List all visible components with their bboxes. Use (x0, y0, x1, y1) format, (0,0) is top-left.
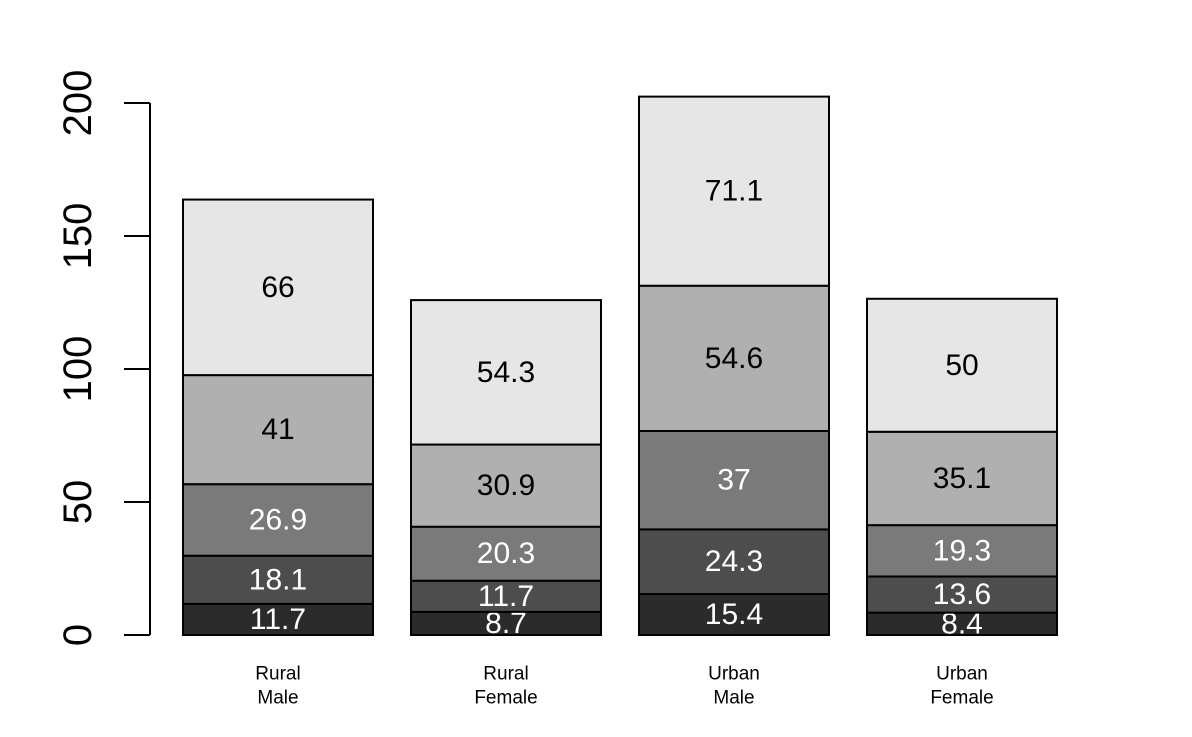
bar-segment (638, 429, 830, 531)
bar-stack: 11.7 18.1 26.9 41 66 (182, 198, 374, 636)
data-label: 30.9 (477, 469, 535, 502)
data-label: 11.7 (250, 603, 306, 636)
bar-segment (638, 593, 830, 637)
data-label: 54.3 (477, 356, 535, 389)
data-label: 13.6 (933, 578, 991, 611)
y-tick-label: 150 (56, 203, 100, 270)
y-tick-label: 200 (56, 70, 100, 137)
y-tick-label: 0 (56, 624, 100, 646)
x-category-label: Male (713, 688, 754, 709)
data-label: 37 (717, 464, 750, 497)
bar-stack: 15.4 24.3 37 54.6 71.1 (638, 95, 830, 637)
data-label: 24.3 (705, 545, 763, 578)
data-label: 26.9 (249, 503, 307, 536)
bar-segment (866, 430, 1058, 527)
bar-segment (410, 525, 602, 582)
x-category-label: Urban (708, 664, 760, 685)
data-label: 19.3 (933, 534, 991, 567)
x-category-label: Rural (483, 664, 528, 685)
data-label: 66 (261, 271, 294, 304)
x-category-label: Female (930, 688, 993, 709)
x-category-label: Rural (255, 664, 300, 685)
data-label: 50 (945, 349, 978, 382)
bars: 11.718.126.941668.711.720.330.954.315.42… (182, 95, 1058, 640)
y-tick-label: 100 (56, 336, 100, 403)
x-category-label: Female (474, 688, 537, 709)
bar-segment (410, 299, 602, 446)
x-category-label: Urban (936, 664, 988, 685)
bar-segment (866, 297, 1058, 433)
bar-segment (638, 284, 830, 432)
bar-segment (182, 554, 374, 605)
bar-segment (410, 579, 602, 613)
data-label: 11.7 (478, 580, 534, 613)
bar-segment (638, 528, 830, 596)
bar-segment (410, 443, 602, 528)
bar-segment (866, 575, 1058, 614)
data-label: 20.3 (477, 537, 535, 570)
bar-segment (866, 524, 1058, 578)
data-label: 41 (261, 413, 294, 446)
data-label: 35.1 (933, 462, 991, 495)
x-axis-labels: Rural Male Rural Female Urban Male Urban Female (255, 664, 993, 709)
bar-stack: 8.413.619.335.150 (866, 297, 1058, 640)
bar-stack: 8.711.720.330.954.3 (410, 299, 602, 640)
y-axis: 0 50 100 150 200 (56, 70, 151, 646)
data-label: 18.1 (249, 563, 307, 596)
bar-segment (638, 95, 830, 287)
y-tick-label: 50 (56, 480, 100, 525)
x-category-label: Male (257, 688, 298, 709)
data-label: 54.6 (705, 342, 763, 375)
bar-segment (182, 198, 374, 377)
data-label: 15.4 (705, 598, 763, 631)
bar-segment (182, 483, 374, 557)
data-label: 71.1 (705, 175, 763, 208)
